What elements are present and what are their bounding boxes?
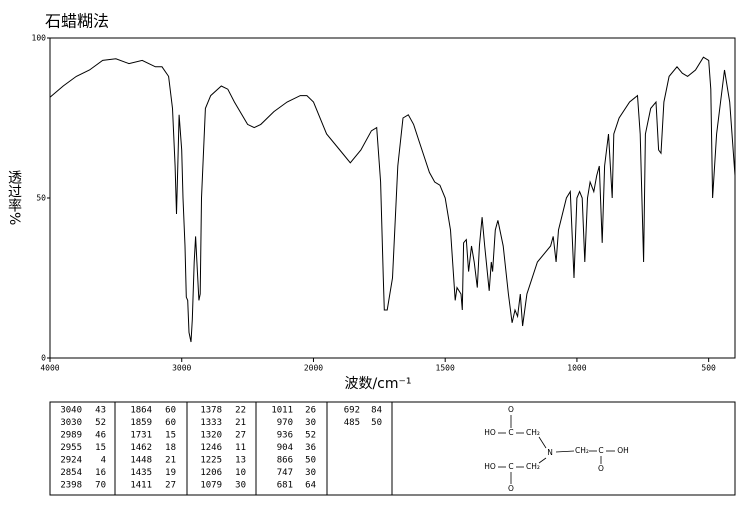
atom-label: C (508, 462, 513, 471)
peak-transmittance: 30 (305, 418, 316, 428)
peak-transmittance: 64 (305, 481, 316, 491)
peak-transmittance: 60 (165, 406, 176, 416)
spectrum-line (49, 56, 736, 343)
x-tick-label: 4000 (40, 364, 59, 373)
plot-frame (49, 37, 736, 359)
bond (538, 436, 547, 449)
peak-wavenumber: 866 (277, 456, 293, 466)
x-tick-label: 500 (701, 364, 716, 373)
peak-wavenumber: 1206 (200, 468, 222, 478)
peak-transmittance: 36 (305, 443, 316, 453)
atom-label: CH₂ (575, 446, 589, 455)
peak-transmittance: 22 (235, 406, 246, 416)
peak-transmittance: 15 (95, 443, 106, 453)
peak-transmittance: 16 (95, 468, 106, 478)
peak-transmittance: 21 (235, 418, 246, 428)
peak-wavenumber: 1246 (200, 443, 222, 453)
peak-wavenumber: 1731 (130, 431, 152, 441)
peak-wavenumber: 2924 (60, 456, 82, 466)
peak-transmittance: 11 (235, 443, 246, 453)
peak-wavenumber: 936 (277, 431, 293, 441)
peak-wavenumber: 904 (277, 443, 293, 453)
peak-transmittance: 19 (165, 468, 176, 478)
atom-label: N (547, 448, 553, 457)
peak-wavenumber: 1320 (200, 431, 222, 441)
peak-transmittance: 43 (95, 406, 106, 416)
peak-wavenumber: 1462 (130, 443, 152, 453)
atom-label: O (508, 405, 514, 414)
chart-title: 石蜡糊法 (45, 12, 109, 31)
peak-wavenumber: 2398 (60, 481, 82, 491)
peak-transmittance: 21 (165, 456, 176, 466)
peak-transmittance: 27 (165, 481, 176, 491)
peak-transmittance: 52 (95, 418, 106, 428)
atom-label: O (598, 464, 604, 473)
peak-wavenumber: 970 (277, 418, 293, 428)
peak-wavenumber: 3030 (60, 418, 82, 428)
peak-wavenumber: 3040 (60, 406, 82, 416)
peak-transmittance: 4 (101, 456, 106, 466)
peak-transmittance: 13 (235, 456, 246, 466)
atom-label: OH (617, 446, 629, 455)
y-tick-label: 50 (36, 194, 46, 203)
atom-label: HO (484, 428, 496, 437)
peak-transmittance: 84 (371, 406, 382, 416)
peak-wavenumber: 2955 (60, 443, 82, 453)
x-tick-label: 1000 (567, 364, 586, 373)
peak-wavenumber: 1333 (200, 418, 222, 428)
peak-wavenumber: 2989 (60, 431, 82, 441)
peak-wavenumber: 2854 (60, 468, 82, 478)
peak-transmittance: 50 (371, 418, 382, 428)
peak-transmittance: 52 (305, 431, 316, 441)
peak-wavenumber: 681 (277, 481, 293, 491)
peak-transmittance: 18 (165, 443, 176, 453)
atom-label: HO (484, 462, 496, 471)
peak-transmittance: 30 (235, 481, 246, 491)
y-axis-label: 透过率% (6, 170, 22, 225)
peak-transmittance: 70 (95, 481, 106, 491)
peak-wavenumber: 1411 (130, 481, 152, 491)
atom-label: C (508, 428, 513, 437)
atom-label: CH₂ (526, 428, 540, 437)
peak-wavenumber: 1435 (130, 468, 152, 478)
peak-transmittance: 60 (165, 418, 176, 428)
bond (555, 450, 575, 453)
peak-transmittance: 26 (305, 406, 316, 416)
x-tick-label: 3000 (172, 364, 191, 373)
atom-label: CH₂ (526, 462, 540, 471)
peak-wavenumber: 485 (344, 418, 360, 428)
peak-transmittance: 46 (95, 431, 106, 441)
peak-wavenumber: 692 (344, 406, 360, 416)
y-tick-label: 100 (32, 34, 47, 43)
x-tick-label: 2000 (304, 364, 323, 373)
y-tick-label: 0 (41, 354, 46, 363)
peak-transmittance: 27 (235, 431, 246, 441)
peak-wavenumber: 1011 (271, 406, 293, 416)
peak-wavenumber: 1378 (200, 406, 222, 416)
peak-wavenumber: 1448 (130, 456, 152, 466)
peak-wavenumber: 1225 (200, 456, 222, 466)
x-tick-label: 1500 (436, 364, 455, 373)
peak-transmittance: 10 (235, 468, 246, 478)
peak-transmittance: 15 (165, 431, 176, 441)
peak-transmittance: 30 (305, 468, 316, 478)
peak-wavenumber: 1079 (200, 481, 222, 491)
peak-wavenumber: 747 (277, 468, 293, 478)
atom-label: O (508, 484, 514, 493)
bond (538, 457, 547, 464)
peak-wavenumber: 1864 (130, 406, 152, 416)
x-axis-label: 波数/cm⁻¹ (344, 376, 411, 392)
atom-label: C (598, 446, 603, 455)
peak-wavenumber: 1859 (130, 418, 152, 428)
peak-transmittance: 50 (305, 456, 316, 466)
